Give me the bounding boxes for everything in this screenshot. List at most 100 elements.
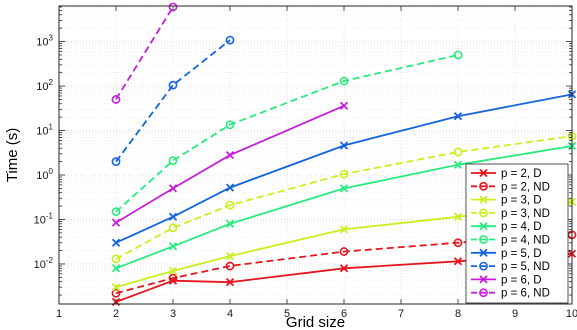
data-point (225, 278, 235, 287)
legend-entry: p = 6, ND (471, 288, 550, 300)
data-point (225, 261, 235, 271)
legend-marker (479, 288, 488, 298)
legend-entry: p = 5, D (471, 248, 542, 260)
legend-marker (479, 248, 488, 257)
x-tick-label: 10 (566, 308, 577, 320)
legend-entry: p = 5, ND (471, 261, 550, 273)
legend-entry: p = 6, D (471, 274, 542, 286)
legend-label: p = 4, D (501, 221, 542, 233)
x-tick-label: 4 (227, 308, 233, 320)
data-point (339, 101, 349, 110)
data-point (225, 35, 235, 45)
data-point (339, 184, 349, 193)
series-4 (111, 141, 577, 273)
data-point (168, 212, 178, 221)
y-tick-label: 101 (36, 123, 53, 138)
data-point (111, 288, 121, 298)
series-3 (111, 131, 577, 264)
legend-entry: p = 2, D (471, 168, 542, 180)
x-axis-label: Grid size (286, 314, 345, 330)
series-5 (111, 50, 463, 217)
data-point (168, 266, 178, 275)
legend-label: p = 3, ND (501, 208, 550, 220)
legend-marker (479, 222, 488, 231)
legend-label: p = 2, D (501, 168, 542, 180)
data-point (168, 80, 178, 90)
data-point (111, 283, 121, 292)
y-tick-label: 102 (36, 78, 53, 93)
legend-marker (479, 181, 488, 191)
data-point (453, 160, 463, 169)
x-tick-label: 7 (398, 308, 404, 320)
data-point (168, 273, 178, 283)
series-6 (111, 90, 577, 247)
data-point (111, 95, 121, 104)
legend: p = 2, Dp = 2, NDp = 3, Dp = 3, NDp = 4,… (465, 163, 569, 304)
data-point (453, 257, 463, 266)
data-point (339, 169, 349, 179)
legend-marker (479, 195, 488, 204)
data-point (453, 112, 463, 121)
legend-label: p = 3, D (501, 195, 542, 207)
data-point (339, 141, 349, 150)
data-point (168, 156, 178, 166)
legend-entry: p = 3, D (471, 195, 542, 207)
series-line (115, 39, 231, 163)
series-8 (111, 101, 349, 227)
data-point (339, 225, 349, 234)
legend-label: p = 6, D (501, 274, 542, 286)
data-point (453, 212, 463, 221)
data-point (339, 264, 349, 273)
x-tick-label: 9 (512, 308, 518, 320)
x-tick-label: 6 (341, 308, 347, 320)
data-point (453, 238, 463, 248)
data-point (225, 120, 235, 130)
legend-label: p = 5, D (501, 248, 542, 260)
y-tick-label: 103 (36, 34, 53, 49)
data-point (339, 247, 349, 256)
data-point (225, 183, 235, 192)
legend-marker (479, 275, 488, 284)
x-tick-label: 2 (113, 308, 119, 320)
data-point (225, 219, 235, 228)
legend-marker (479, 261, 488, 271)
data-point (339, 76, 349, 86)
y-axis-label: Time (s) (4, 128, 21, 182)
series-9 (111, 2, 178, 104)
series-line (115, 93, 573, 244)
ticks-layer: 1 2 3 4 5 6 7 8 9 10 10-2 10-1 100 101 102 103 (34, 6, 577, 320)
data-point (225, 200, 235, 210)
data-point (111, 218, 121, 227)
data-point (111, 207, 121, 217)
data-point (111, 157, 121, 167)
series-line (115, 104, 345, 224)
legend-entry: p = 3, ND (471, 208, 550, 220)
legend-label: p = 2, ND (501, 181, 550, 193)
data-point (168, 223, 178, 233)
series-7 (111, 35, 235, 167)
data-point (225, 150, 235, 160)
data-point (453, 50, 463, 60)
legend-entry: p = 2, ND (471, 181, 550, 193)
series-line (115, 145, 573, 270)
data-point (111, 254, 121, 264)
data-point (168, 184, 178, 193)
legend-entry: p = 4, ND (471, 235, 550, 247)
x-tick-label: 1 (56, 308, 62, 320)
series-line (115, 135, 573, 260)
legend-marker (479, 235, 488, 244)
legend-label: p = 6, ND (501, 288, 550, 300)
x-tick-label: 8 (455, 308, 461, 320)
data-point (225, 252, 235, 261)
legend-entry: p = 4, D (471, 221, 542, 233)
x-tick-label: 3 (170, 308, 176, 320)
axes-box (58, 5, 573, 305)
series-line (115, 54, 459, 213)
legend-marker (479, 208, 488, 218)
y-tick-label: 10-1 (34, 211, 54, 226)
data-point (111, 264, 121, 273)
legend-label: p = 5, ND (501, 261, 550, 273)
y-tick-label: 100 (36, 167, 53, 182)
data-point (168, 242, 178, 251)
legend-marker (479, 168, 488, 178)
